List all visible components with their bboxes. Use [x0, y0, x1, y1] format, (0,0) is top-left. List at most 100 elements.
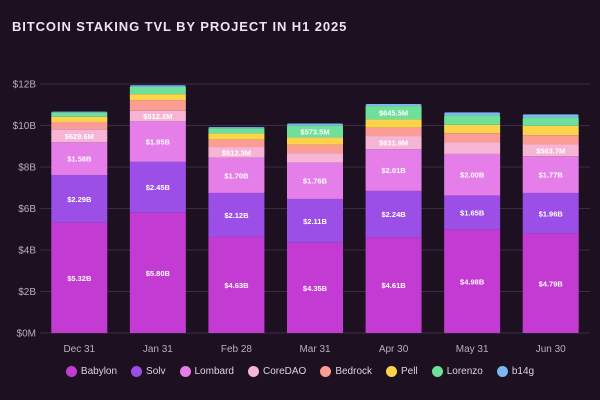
- legend-label: Bedrock: [335, 366, 373, 377]
- legend-swatch: [386, 366, 398, 377]
- bar-segment-bedrock: [51, 121, 108, 130]
- bar-segment-coredao: [51, 129, 108, 143]
- data-label: $1.70B: [224, 171, 249, 180]
- labels-layer: $5.32B $2.29B $1.58B $629.6M $5.80B $2.45B $1.…: [65, 109, 566, 293]
- bar-segment-b14g: [365, 103, 422, 107]
- data-label: $512.2M: [143, 112, 172, 121]
- bar-segment-babylon: [51, 222, 108, 333]
- bar-segment-lorenzo: [444, 115, 501, 125]
- bar-segment-babylon: [365, 237, 422, 333]
- bar-segment-lorenzo: [522, 117, 579, 126]
- y-tick-label: $6B: [18, 204, 36, 215]
- data-label: $1.58B: [67, 155, 92, 164]
- legend-item-babylon: Babylon: [65, 366, 118, 377]
- legend-swatch: [320, 366, 332, 377]
- data-label: $1.95B: [146, 138, 171, 147]
- x-tick-label: Jun 30: [536, 344, 566, 355]
- data-label: $645.5M: [379, 109, 408, 118]
- bar-segment-lombard: [365, 149, 422, 191]
- bar-segment-lombard: [51, 142, 108, 176]
- legend-swatch: [65, 366, 77, 377]
- legend-item-b14g: b14g: [496, 366, 535, 377]
- bar-segment-pell: [444, 124, 501, 134]
- bar-segment-b14g: [444, 112, 501, 116]
- x-tick-label: Apr 30: [379, 344, 409, 355]
- bar-segment-lombard: [129, 121, 186, 162]
- data-label: $563.7M: [536, 146, 565, 155]
- x-tick-label: Feb 28: [221, 344, 253, 355]
- bar-segment-bedrock: [287, 144, 343, 154]
- bar-segment-babylon: [208, 236, 265, 333]
- bar-segment-pell: [51, 116, 108, 122]
- bar-segment-solv: [208, 192, 265, 237]
- y-tick-label: $4B: [18, 246, 36, 257]
- legend-swatch: [131, 366, 143, 377]
- bar-segment-lorenzo: [287, 125, 343, 138]
- x-tick-label: Jan 31: [143, 344, 173, 355]
- bar-segment-pell: [208, 133, 265, 140]
- data-label: $629.6M: [65, 132, 94, 141]
- bar-segment-lombard: [208, 157, 265, 193]
- legend-label: Lombard: [194, 366, 234, 377]
- data-label: $573.5M: [300, 128, 329, 137]
- bar-segment-b14g: [522, 114, 579, 118]
- data-label: $2.45B: [146, 183, 171, 192]
- bar-segment-babylon: [129, 212, 186, 333]
- bar-segment-b14g: [287, 123, 343, 126]
- bar-segment-lombard: [444, 153, 501, 196]
- x-tick-label: Dec 31: [63, 344, 95, 355]
- bar-segment-lorenzo: [129, 86, 186, 95]
- bar-segment-pell: [287, 137, 343, 145]
- bar-segment-bedrock: [522, 135, 579, 145]
- data-label: $1.65B: [460, 209, 485, 218]
- legend-item-bedrock: Bedrock: [320, 366, 372, 377]
- y-tick-label: $12B: [13, 80, 37, 91]
- chart-title: BITCOIN STAKING TVL BY PROJECT IN H1 202…: [12, 19, 348, 34]
- bar-segment-solv: [444, 195, 501, 230]
- legend-item-lombard: Lombard: [179, 366, 234, 377]
- bar-segment-bedrock: [129, 100, 186, 111]
- legend-label: Pell: [401, 366, 418, 377]
- data-label: $512.3M: [222, 148, 251, 157]
- bar-segment-coredao: [522, 144, 579, 157]
- bar-segment-lorenzo: [365, 106, 422, 120]
- legend-label: b14g: [511, 366, 535, 377]
- bar-segment-coredao: [444, 142, 501, 154]
- bar-segment-babylon: [287, 242, 343, 333]
- data-label: $4.35B: [303, 284, 328, 293]
- y-tick-label: $0M: [17, 329, 36, 340]
- data-label: $2.11B: [303, 217, 327, 226]
- legend-label: Babylon: [80, 366, 118, 377]
- bar-segment-coredao: [365, 136, 422, 150]
- data-label: $2.00B: [460, 171, 485, 180]
- x-tick-label: Mar 31: [299, 344, 331, 355]
- bar-segment-solv: [365, 190, 422, 238]
- data-label: $1.76B: [303, 177, 328, 186]
- data-label: $4.79B: [539, 279, 564, 288]
- y-tick-label: $2B: [18, 287, 36, 298]
- bars-layer: [51, 85, 579, 333]
- bar-segment-bedrock: [365, 127, 422, 137]
- data-label: $5.32B: [67, 274, 92, 283]
- x-tick-label: May 31: [456, 344, 489, 355]
- bar-segment-b14g: [129, 85, 186, 87]
- legend-swatch: [496, 366, 508, 377]
- bar-segment-solv: [51, 175, 108, 223]
- y-tick-label: $10B: [13, 121, 37, 132]
- bar-segment-bedrock: [444, 133, 501, 143]
- legend-item-solv: Solv: [131, 366, 166, 377]
- bar-segment-lombard: [287, 162, 343, 199]
- bar-segment-pell: [129, 94, 186, 101]
- bar-segment-solv: [522, 192, 579, 234]
- bar-segment-coredao: [129, 110, 186, 122]
- legend-swatch: [247, 366, 259, 377]
- legend-item-coredao: CoreDAO: [247, 366, 307, 377]
- legend-swatch: [431, 366, 443, 377]
- bar-segment-pell: [365, 119, 422, 128]
- axis-layer: $0M $2B $4B $6B $8B $10B $12B Dec 31 Jan 31 Feb 2…: [13, 80, 567, 356]
- data-label: $4.98B: [460, 277, 485, 286]
- bar-segment-lombard: [522, 156, 579, 193]
- legend-label: CoreDAO: [262, 366, 307, 377]
- y-tick-label: $8B: [18, 163, 36, 174]
